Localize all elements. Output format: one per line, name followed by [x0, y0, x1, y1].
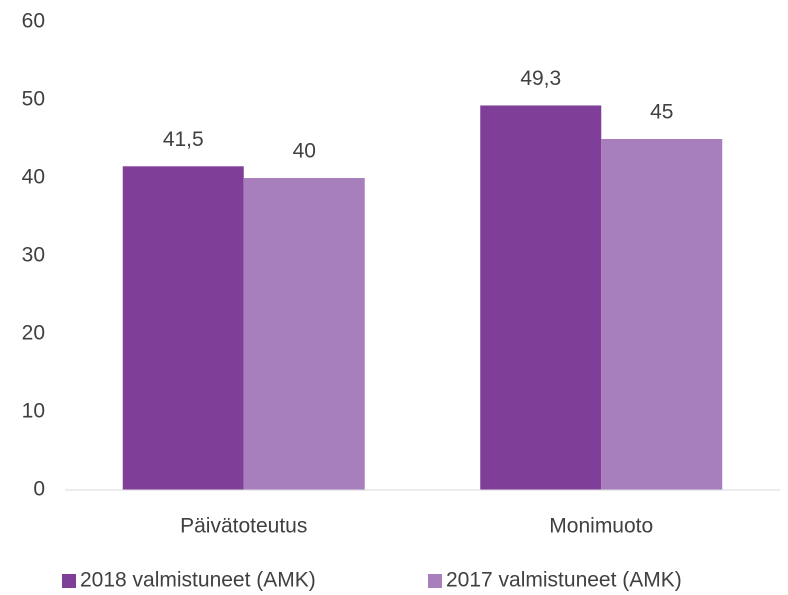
y-tick-label: 10 — [22, 400, 45, 423]
data-label: 40 — [293, 140, 316, 163]
data-label: 41,5 — [163, 128, 204, 151]
y-tick-label: 30 — [22, 244, 45, 267]
legend-label: 2018 valmistuneet (AMK) — [80, 569, 316, 592]
y-tick-label: 50 — [22, 88, 45, 111]
bar — [601, 139, 723, 490]
legend-swatch — [62, 574, 76, 588]
x-tick-label: Monimuoto — [549, 515, 653, 538]
legend-label: 2017 valmistuneet (AMK) — [446, 569, 682, 592]
bar — [243, 178, 365, 490]
legend-swatch — [428, 574, 442, 588]
bar — [480, 105, 602, 491]
y-tick-label: 60 — [22, 10, 45, 33]
x-tick-label: Päivätoteutus — [180, 515, 307, 538]
y-tick-label: 20 — [22, 322, 45, 345]
y-tick-label: 0 — [33, 478, 45, 501]
y-tick-label: 40 — [22, 166, 45, 189]
data-label: 49,3 — [520, 67, 561, 90]
bar — [122, 166, 244, 491]
data-label: 45 — [650, 101, 673, 124]
